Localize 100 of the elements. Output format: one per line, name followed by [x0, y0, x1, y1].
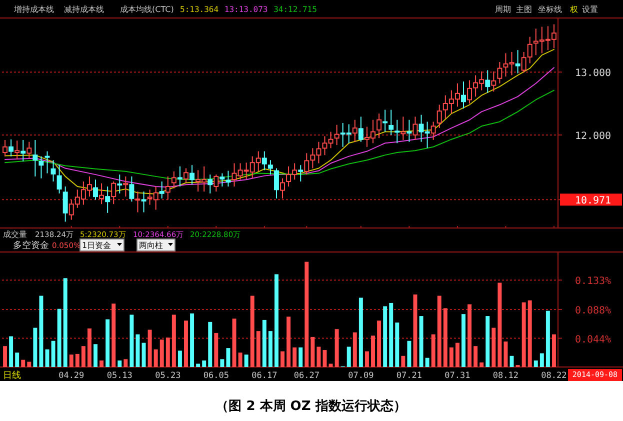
candlestick — [165, 176, 170, 200]
bar — [214, 333, 218, 367]
candlestick — [56, 164, 62, 194]
bar — [389, 302, 394, 367]
candlestick — [171, 170, 176, 189]
x-tick-label: 08.12 — [492, 371, 519, 381]
candlestick — [298, 164, 304, 182]
candlestick — [394, 119, 400, 144]
candlestick — [491, 70, 496, 92]
bar — [130, 314, 134, 367]
y-tick-label: 0.133% — [574, 276, 612, 288]
candlestick — [135, 191, 140, 213]
bar — [534, 360, 538, 367]
bar — [304, 262, 309, 367]
bar — [364, 351, 369, 367]
bar — [226, 348, 230, 367]
bar — [492, 328, 496, 367]
candlestick — [376, 113, 382, 139]
x-tick-label: 04.29 — [58, 371, 84, 381]
text: 周期 — [495, 5, 511, 14]
bar — [346, 346, 351, 367]
bar — [15, 352, 20, 367]
x-tick-label: 08.22 — [541, 371, 567, 381]
bar — [522, 302, 526, 367]
bar — [268, 331, 272, 367]
candlestick — [515, 50, 520, 74]
candlestick — [280, 178, 286, 199]
bar — [75, 354, 80, 367]
candlestick — [20, 139, 26, 162]
text: 坐标线 — [538, 5, 562, 14]
bar — [486, 316, 490, 367]
candlestick — [485, 70, 490, 94]
bar — [39, 296, 44, 367]
bar — [455, 342, 460, 367]
candlestick — [105, 186, 110, 214]
x-tick-label: 05.23 — [155, 371, 181, 381]
candlestick — [111, 180, 116, 205]
bar — [202, 360, 206, 367]
bar — [431, 334, 436, 367]
text: 1日资金 — [82, 241, 112, 250]
bar — [401, 356, 406, 367]
y-tick-label: 12.000 — [574, 130, 612, 142]
candlestick — [220, 172, 225, 188]
bar — [57, 308, 62, 367]
bar — [208, 322, 212, 367]
candlestick — [262, 150, 267, 171]
bar — [51, 340, 56, 367]
x-tick-label: 06.05 — [203, 371, 229, 381]
candlestick — [352, 119, 358, 142]
bar — [358, 298, 363, 367]
bar — [371, 336, 375, 367]
candlestick — [190, 164, 195, 186]
candlestick — [274, 168, 279, 199]
bar — [292, 347, 297, 367]
bar — [172, 314, 176, 367]
chart-title: 多空资金 — [13, 240, 49, 251]
bar — [178, 350, 182, 367]
bar — [9, 336, 14, 367]
bar — [21, 360, 26, 367]
candlestick — [32, 139, 38, 177]
text: 减持成本线 — [64, 5, 104, 14]
bar — [310, 336, 315, 367]
bar — [316, 346, 321, 367]
x-tick-label: 07.09 — [348, 371, 374, 381]
candlestick — [62, 186, 68, 222]
candlestick — [461, 81, 466, 110]
bar — [383, 306, 388, 367]
bar — [244, 354, 248, 367]
bar — [540, 353, 544, 367]
candlestick — [123, 176, 128, 198]
bar — [112, 304, 116, 367]
bar — [190, 313, 194, 367]
bar — [148, 330, 152, 367]
bar — [413, 294, 418, 367]
y-tick-label: 10.971 — [574, 196, 612, 207]
bar — [118, 360, 122, 367]
bar — [81, 346, 86, 367]
candlestick — [430, 121, 436, 140]
bar — [377, 320, 382, 367]
bar — [63, 278, 68, 367]
bar — [468, 304, 472, 367]
bar — [27, 362, 32, 367]
bar — [220, 359, 224, 367]
candlestick — [50, 160, 56, 182]
x-tick-label: 05.13 — [106, 371, 132, 381]
bar — [154, 349, 158, 367]
candlestick — [412, 116, 418, 140]
bar — [334, 329, 339, 367]
x-tick-label: 06.27 — [294, 371, 320, 381]
x-tick-label: 06.17 — [252, 371, 278, 381]
text: 两向柱 — [139, 241, 163, 250]
candlestick — [38, 156, 44, 179]
candlestick — [406, 119, 412, 142]
bar — [160, 340, 164, 367]
bar — [69, 354, 74, 367]
bar — [280, 351, 285, 367]
candlestick — [177, 166, 182, 188]
bar — [238, 352, 242, 367]
text: 13:13.073 — [224, 5, 268, 14]
candlestick — [268, 160, 273, 176]
